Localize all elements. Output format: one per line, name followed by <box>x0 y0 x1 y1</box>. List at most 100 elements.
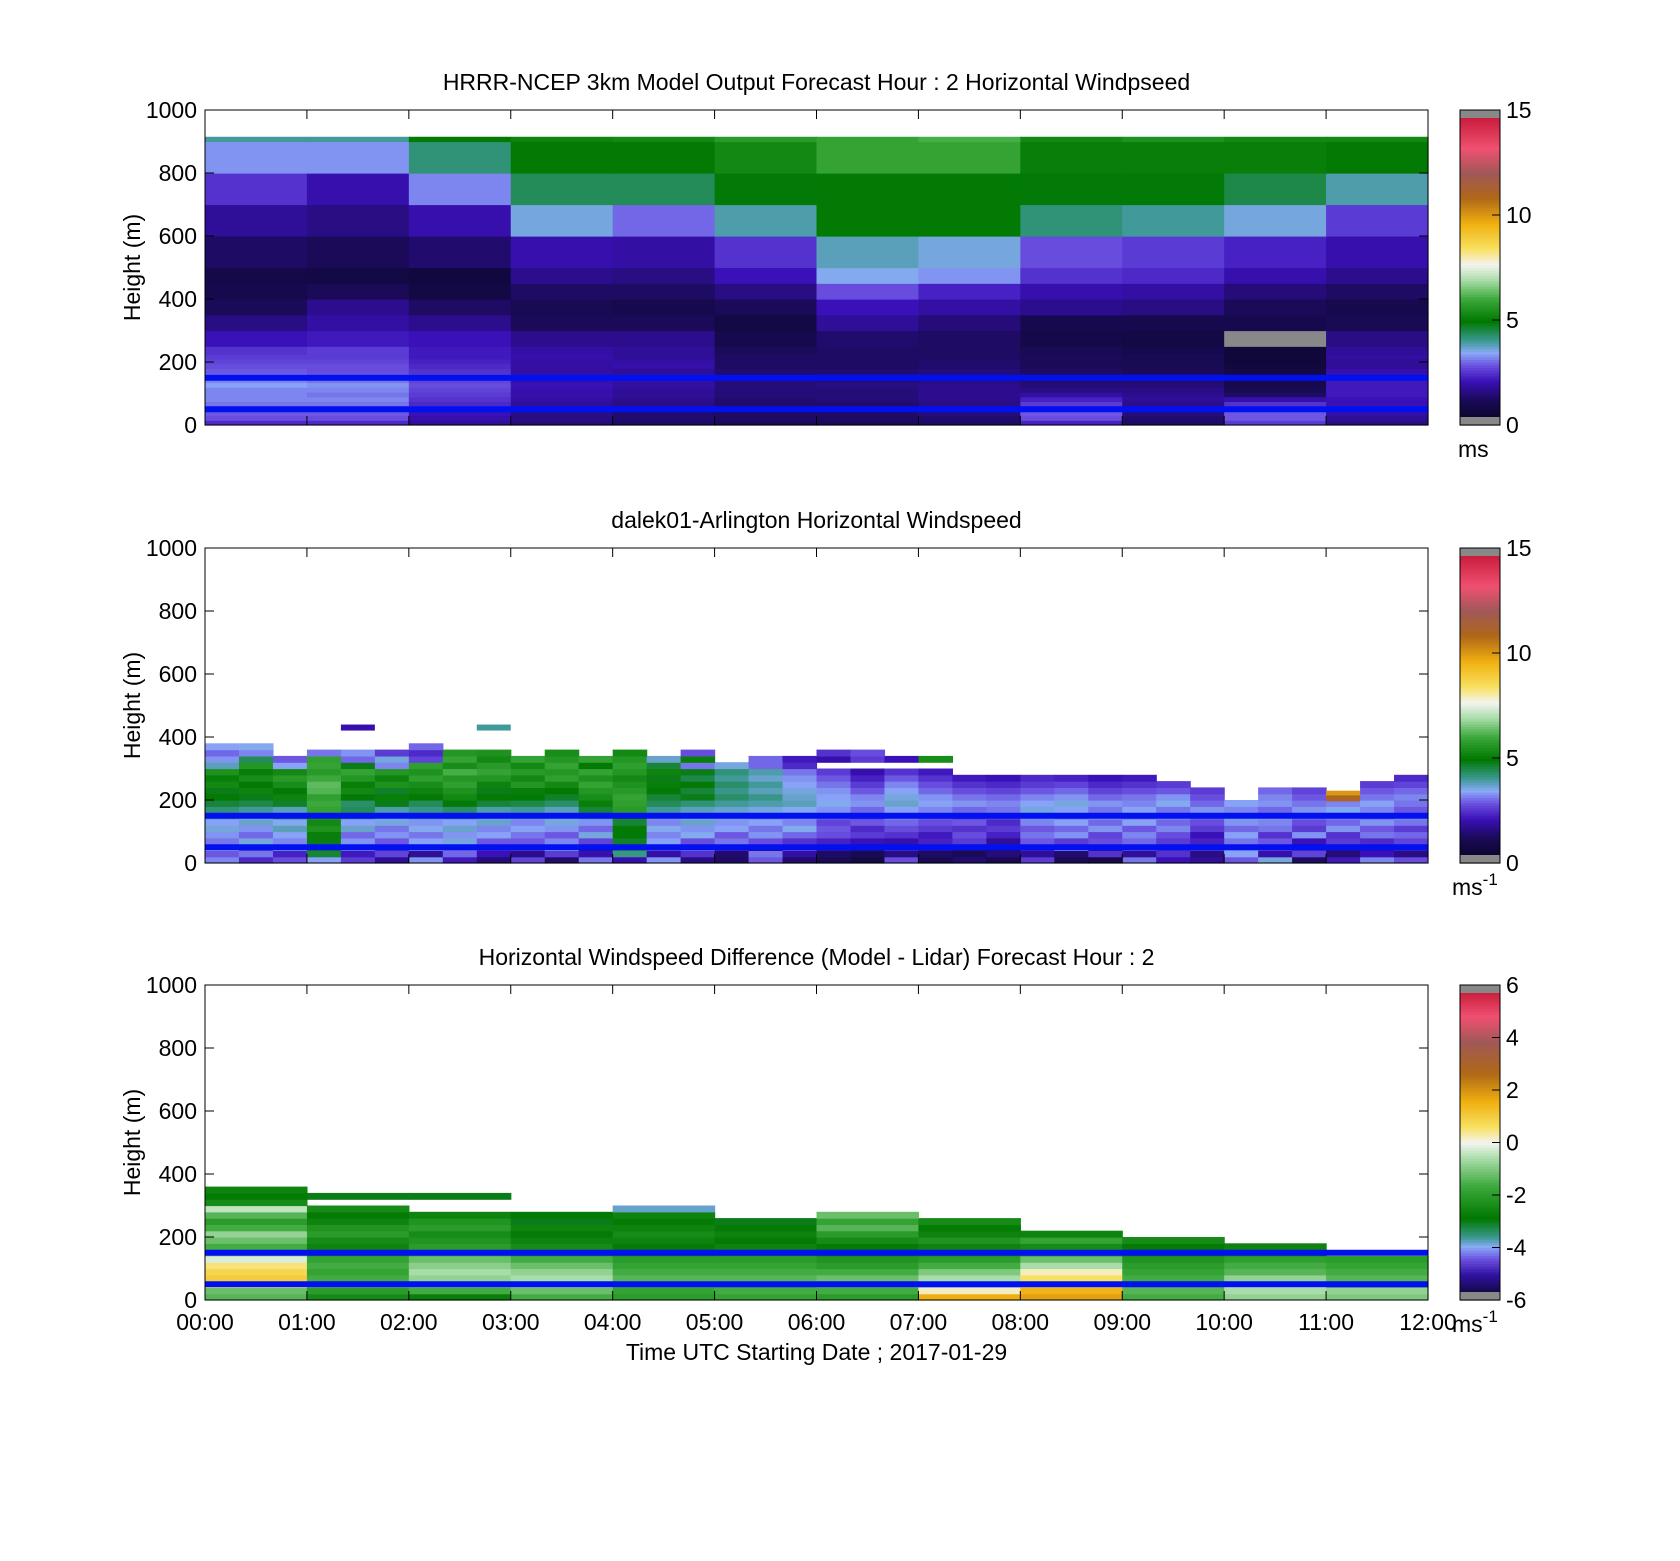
heatmap-cell <box>918 420 1021 426</box>
heatmap-cell <box>884 837 920 845</box>
heatmap-cell <box>714 358 818 365</box>
heatmap-cell <box>1156 806 1191 814</box>
colorbar-unit: ms-1 <box>1452 1307 1498 1337</box>
heatmap-cell <box>1292 856 1327 864</box>
heatmap-cell <box>205 743 240 751</box>
heatmap-cell <box>918 363 1021 369</box>
colorbar-swatch <box>1460 1231 1500 1235</box>
heatmap-cell <box>408 749 444 757</box>
heatmap-cell <box>205 136 308 143</box>
heatmap-cell <box>306 346 410 355</box>
heatmap-cell <box>238 781 274 788</box>
heatmap-cell <box>272 755 308 763</box>
heatmap-cell <box>306 800 342 807</box>
heatmap-cell <box>646 774 682 782</box>
heatmap-cell <box>986 806 1021 814</box>
heatmap-cell <box>238 856 274 864</box>
heatmap-cell <box>510 330 614 347</box>
colorbar-swatch <box>1460 616 1500 620</box>
y-tick-label: 200 <box>159 787 197 813</box>
heatmap-cell <box>306 1274 410 1282</box>
heatmap-cell <box>612 204 716 237</box>
heatmap-cell <box>1360 825 1395 833</box>
heatmap-cell <box>408 173 512 206</box>
heatmap-cell <box>205 1230 308 1238</box>
heatmap-cell <box>816 136 920 143</box>
colorbar-swatch <box>1460 576 1500 581</box>
colorbar-swatch <box>1460 1179 1500 1183</box>
heatmap-cell <box>578 762 614 770</box>
heatmap-cell <box>714 236 818 269</box>
colorbar-swatch <box>1460 212 1500 216</box>
heatmap-cell <box>1292 850 1327 858</box>
heatmap-cell <box>714 831 750 839</box>
heatmap-cell <box>306 768 342 776</box>
heatmap-cell <box>1020 806 1055 814</box>
heatmap-cell <box>408 136 512 143</box>
heatmap-cell <box>1258 818 1293 826</box>
heatmap-cell <box>1020 136 1123 143</box>
heatmap-cell <box>205 1237 308 1244</box>
heatmap-cell <box>205 755 240 763</box>
heatmap-cell <box>612 314 716 332</box>
heatmap-cell <box>816 1218 920 1225</box>
colorbar-swatch <box>1460 637 1500 641</box>
heatmap-cell <box>816 1224 920 1232</box>
heatmap-cell <box>238 800 274 807</box>
heatmap-cell <box>306 1268 410 1276</box>
heatmap-cell <box>918 768 953 776</box>
heatmap-cell <box>1326 806 1361 814</box>
heatmap-cell <box>408 420 512 426</box>
colorbar-swatch <box>1460 600 1500 604</box>
heatmap-cell <box>442 793 478 801</box>
heatmap-cell <box>510 410 614 417</box>
heatmap-cell <box>918 173 1021 206</box>
heatmap-cell <box>476 768 512 776</box>
heatmap-cell <box>714 1268 818 1276</box>
colorbar-swatch <box>1460 674 1500 678</box>
heatmap-cell <box>1020 387 1123 393</box>
heatmap-cell <box>850 831 886 839</box>
heatmap-cell <box>205 825 240 833</box>
colorbar-swatch <box>1460 296 1500 300</box>
heatmap-cell <box>816 368 920 374</box>
heatmap-cell <box>510 204 614 237</box>
heatmap-cell <box>408 743 444 751</box>
heatmap-cell <box>816 236 920 269</box>
heatmap-cell <box>510 1274 614 1282</box>
heatmap-cell <box>272 768 308 776</box>
heatmap-cell <box>476 749 512 757</box>
heatmap-cell <box>1088 793 1123 801</box>
heatmap-cell <box>782 818 818 826</box>
heatmap-cell <box>816 299 920 316</box>
heatmap-cell <box>714 354 818 360</box>
heatmap-cell <box>306 236 410 269</box>
heatmap-cell <box>1326 831 1361 839</box>
colorbar-swatch <box>1460 1263 1500 1267</box>
heatmap-cell <box>1258 856 1293 864</box>
heatmap-cell <box>680 831 716 839</box>
heatmap-cell <box>952 793 987 801</box>
heatmap-cell <box>816 391 920 398</box>
colorbar-swatch <box>1460 201 1500 206</box>
heatmap-cell <box>238 806 274 814</box>
heatmap-cell <box>374 762 410 770</box>
heatmap-cell <box>1020 173 1123 206</box>
colorbar-swatch <box>1460 739 1500 743</box>
colorbar-swatch <box>1460 1147 1500 1151</box>
colorbar-swatch <box>1460 800 1500 804</box>
colorbar-swatch <box>1460 204 1500 208</box>
colorbar-swatch <box>1460 1084 1500 1088</box>
colorbar-swatch <box>1460 1082 1500 1086</box>
heatmap-cell <box>442 825 478 833</box>
heatmap-cell <box>918 267 1021 284</box>
colorbar-swatch <box>1460 608 1500 612</box>
heatmap-cell <box>1224 818 1259 826</box>
colorbar-swatch <box>1460 325 1500 329</box>
heatmap-cell <box>612 1293 716 1301</box>
heatmap-cell <box>646 781 682 788</box>
colorbar-swatch <box>1460 293 1500 297</box>
colorbar-swatch <box>1460 110 1500 118</box>
heatmap-cell <box>408 856 444 864</box>
heatmap-cell <box>918 1274 1021 1282</box>
